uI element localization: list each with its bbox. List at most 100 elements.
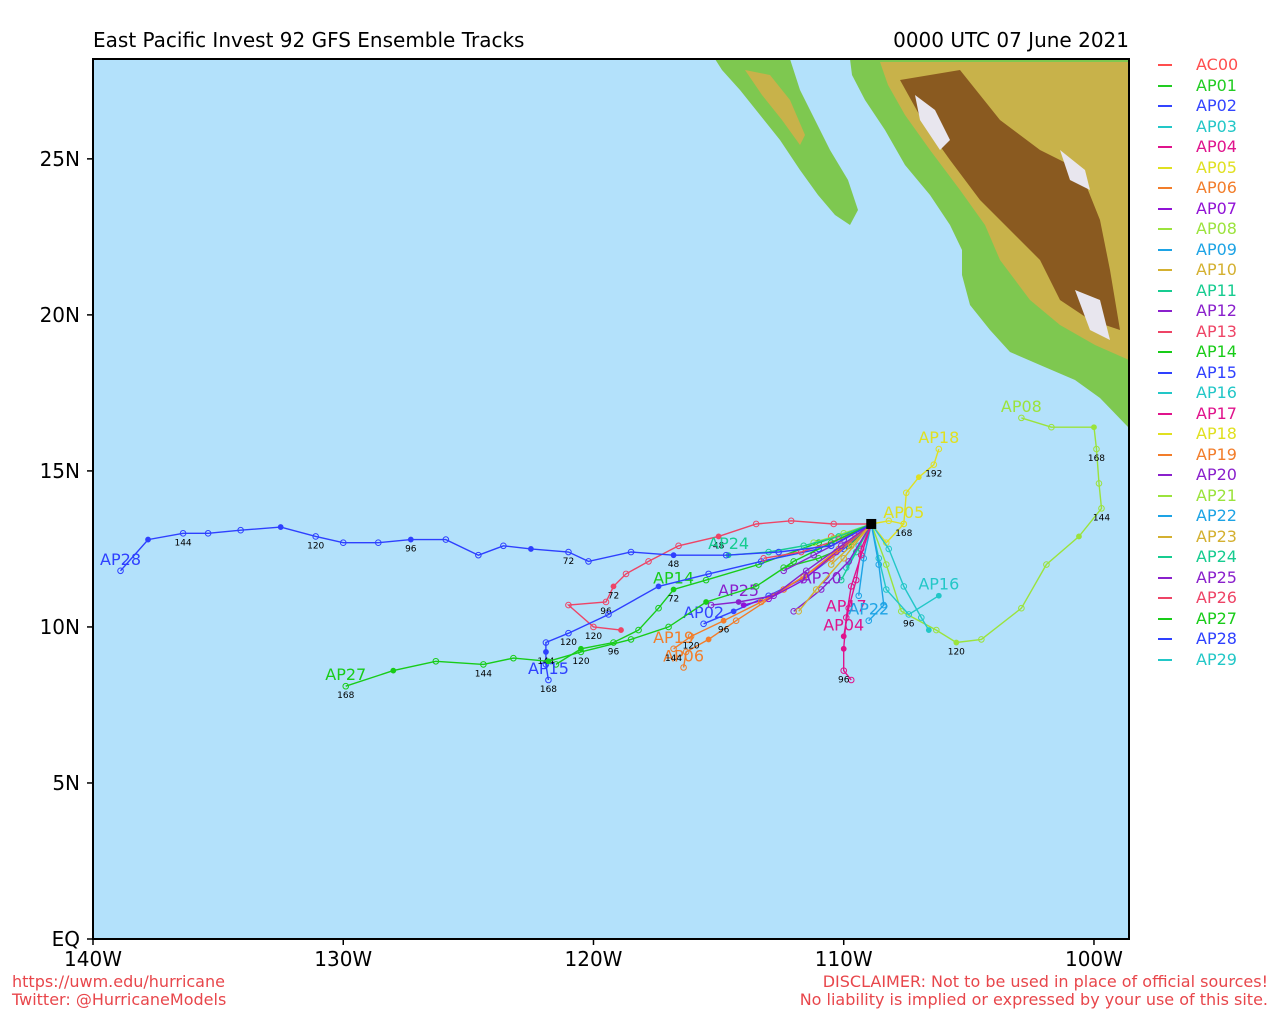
track-point [875, 561, 883, 568]
track-point [847, 583, 855, 590]
legend-label: AP11 [1196, 280, 1237, 300]
track-point [577, 648, 585, 656]
track-point [722, 551, 730, 559]
track-point [618, 627, 624, 633]
track-point [812, 586, 820, 593]
track-point [1098, 505, 1105, 512]
legend-item: AP12 [1158, 301, 1238, 322]
track-point [802, 567, 810, 575]
track-point [842, 614, 850, 621]
track-point [720, 617, 727, 624]
track-point [810, 551, 817, 559]
legend-label: AP06 [1196, 178, 1237, 197]
forecast-hour-label: 120 [560, 638, 577, 648]
track-name-label: AP19 [653, 628, 694, 647]
track-line [871, 520, 904, 525]
legend-item: AP07 [1158, 199, 1238, 220]
track-name-label: AP24 [708, 534, 749, 553]
track-line [711, 523, 872, 606]
land-snow [915, 95, 1110, 340]
track-point [627, 636, 635, 643]
track-name-label: AP28 [100, 550, 141, 569]
legend-item: AP28 [1158, 629, 1238, 650]
track-point [542, 639, 550, 646]
legend-swatch [1158, 125, 1172, 128]
forecast-hour-label: 144 [174, 538, 191, 548]
track-point [1076, 533, 1082, 540]
legend: AC00 AP01 AP02 AP03 AP04 AP05 AP06 AP07 AP08 AP09… [1158, 55, 1238, 670]
legend-item: AP06 [1158, 178, 1238, 199]
track-point [837, 542, 845, 550]
track-point [545, 658, 552, 665]
legend-item: AP21 [1158, 486, 1238, 507]
footer-url[interactable]: https://uwm.edu/hurricane [12, 972, 225, 991]
track-point [682, 648, 690, 656]
track-name-label: AP14 [653, 568, 694, 587]
y-tick-label: EQ [52, 927, 80, 951]
legend-item: AP09 [1158, 240, 1238, 261]
footer-twitter[interactable]: Twitter: @HurricaneModels [12, 990, 227, 1009]
track-line [545, 523, 872, 681]
track-point [953, 639, 960, 646]
plot-frame [92, 58, 1130, 940]
track-point [204, 530, 212, 537]
track-point [800, 573, 807, 581]
legend-label: AP17 [1196, 403, 1237, 423]
track-point [687, 633, 695, 640]
track-point [752, 520, 760, 528]
track-point [655, 583, 662, 590]
forecast-hour-label: 96 [600, 607, 612, 617]
legend-label: AP29 [1196, 649, 1237, 669]
legend-item: AP29 [1158, 650, 1238, 671]
track-point [880, 601, 888, 609]
track-point [552, 661, 560, 668]
legend-swatch [1158, 146, 1172, 149]
legend-swatch [1158, 330, 1172, 333]
x-tick-label: 120W [565, 947, 623, 971]
track-point [865, 617, 873, 625]
track-point [700, 620, 707, 628]
legend-label: AP16 [1196, 383, 1237, 402]
track-ap22: AP22 [848, 521, 889, 625]
forecast-datetime: 0000 UTC 07 June 2021 [893, 28, 1129, 52]
track-point [840, 667, 848, 674]
track-point [840, 554, 848, 562]
track-point [855, 592, 863, 600]
track-point [590, 623, 597, 631]
track-name-label: AP15 [528, 659, 569, 678]
legend-label: AP08 [1196, 219, 1237, 238]
legend-item: AP17 [1158, 404, 1238, 425]
track-point [605, 611, 612, 618]
legend-label: AP13 [1196, 321, 1237, 341]
legend-item: AP11 [1158, 281, 1238, 302]
forecast-hour-label: 192 [925, 470, 942, 480]
track-ap13: 48 72 96 120 [565, 517, 875, 642]
track-ap17: AP17 96 [826, 521, 875, 686]
track-point [1095, 480, 1103, 487]
forecast-hour-label: 120 [307, 541, 324, 551]
footer-left: https://uwm.edu/hurricane Twitter: @Hurr… [12, 973, 226, 1009]
legend-item: AP02 [1158, 96, 1238, 117]
disclaimer-line-1: DISCLAIMER: Not to be used in place of o… [822, 972, 1268, 991]
land-baja [715, 59, 858, 225]
legend-swatch [1158, 64, 1172, 67]
legend-swatch [1158, 269, 1172, 272]
legend-label: AP28 [1196, 629, 1237, 648]
legend-swatch [1158, 248, 1172, 251]
legend-label: AP23 [1196, 526, 1237, 546]
track-point [179, 530, 187, 537]
track-name-label: AP16 [918, 575, 959, 594]
track-point [730, 608, 737, 615]
track-point [610, 583, 617, 590]
track-line [870, 523, 940, 616]
footer-disclaimer: DISCLAIMER: Not to be used in place of o… [800, 973, 1268, 1009]
track-point [732, 617, 740, 625]
track-point [705, 636, 712, 643]
legend-label: AP07 [1196, 198, 1237, 218]
track-point [1093, 445, 1100, 453]
track-point [528, 546, 534, 552]
track-point [622, 570, 630, 578]
land-mexico [715, 59, 1129, 428]
track-point [935, 445, 943, 453]
